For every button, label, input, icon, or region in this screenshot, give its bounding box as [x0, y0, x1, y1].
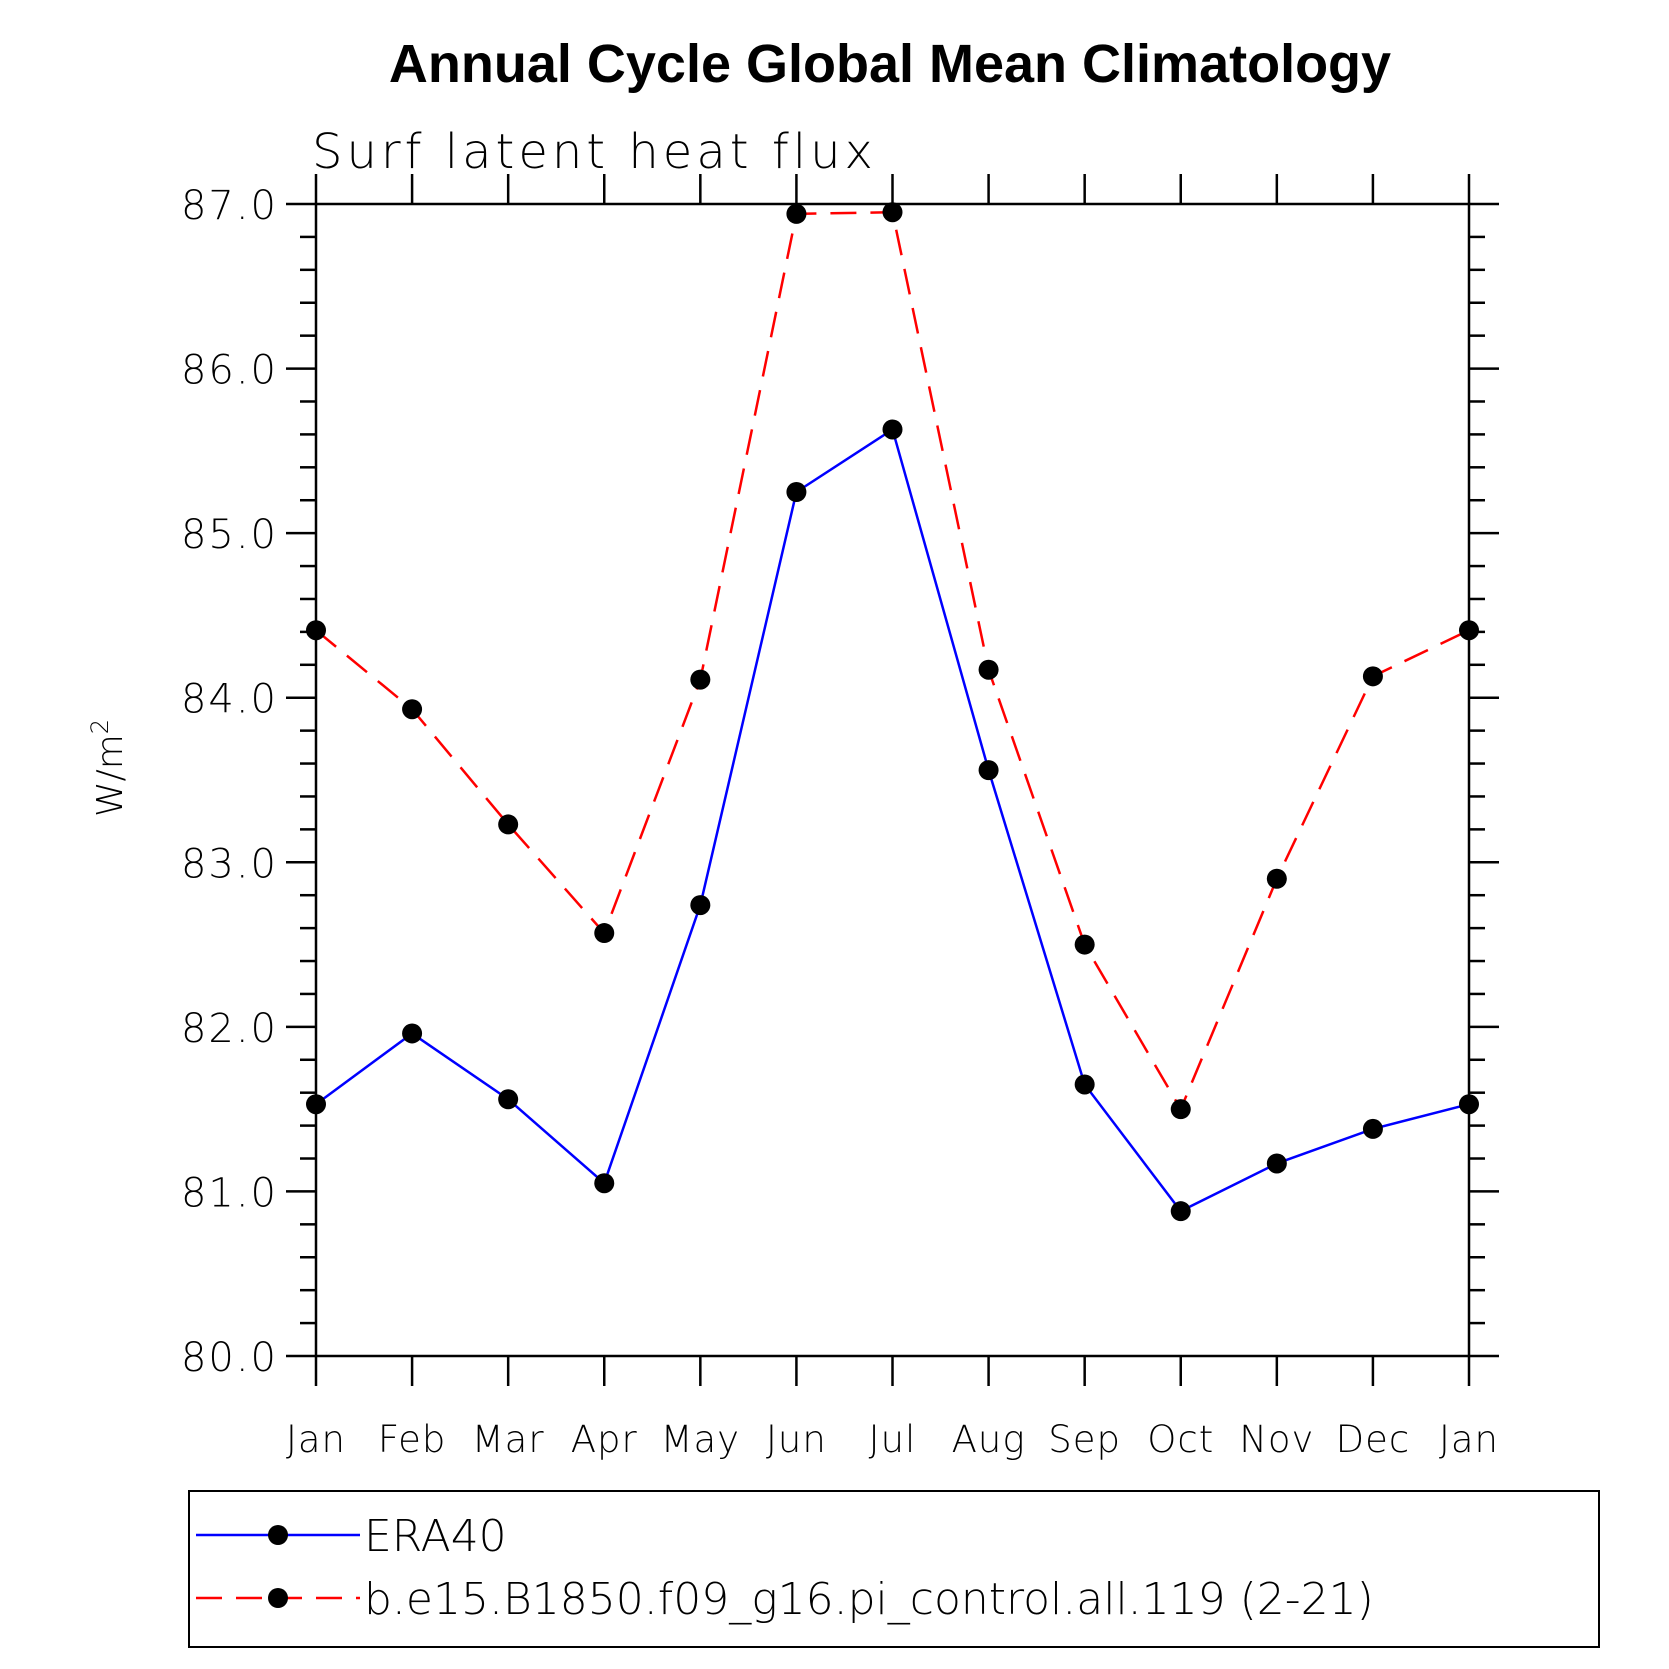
legend-era40-label: ERA40 — [364, 1511, 507, 1562]
series-line-era40 — [315, 427, 1470, 1213]
x-tick-label: Jan — [286, 1418, 346, 1461]
series-point-era40 — [1170, 1201, 1191, 1222]
series-point-model — [498, 814, 519, 835]
series-point-model — [786, 203, 807, 224]
chart-title: Annual Cycle Global Mean Climatology — [389, 34, 1391, 94]
series-point-era40 — [1266, 1153, 1287, 1174]
series-point-model — [594, 923, 615, 944]
x-tick-label: Feb — [378, 1418, 447, 1461]
series-point-era40 — [978, 760, 999, 781]
x-tick-label: Sep — [1048, 1418, 1121, 1461]
series-point-model — [1459, 620, 1479, 641]
series-point-era40 — [786, 482, 807, 502]
x-tick-label: Apr — [571, 1418, 638, 1461]
x-tick-label: Jan — [1439, 1418, 1499, 1461]
y-tick-label: 85.0 — [181, 512, 278, 558]
x-tick-label: May — [661, 1418, 741, 1461]
legend-model-marker — [268, 1588, 288, 1608]
y-tick-label: 86.0 — [181, 348, 278, 394]
series-point-model — [690, 669, 711, 690]
series-point-model — [1074, 934, 1095, 955]
series-point-model — [306, 620, 326, 641]
series-point-model — [1170, 1099, 1191, 1120]
legend-model-label: b.e15.B1850.f09_g16.pi_control.all.119 (… — [364, 1574, 1374, 1625]
y-tick-label: 82.0 — [181, 1006, 278, 1052]
x-tick-label: Dec — [1336, 1418, 1411, 1461]
y-tick-label: 80.0 — [181, 1335, 278, 1381]
y-tick-label: 81.0 — [181, 1170, 278, 1216]
y-tick-label: 87.0 — [181, 183, 278, 229]
series-point-model — [1362, 666, 1383, 687]
series-point-era40 — [402, 1023, 423, 1044]
y-tick-label: 83.0 — [181, 841, 278, 887]
x-tick-label: Jun — [766, 1418, 827, 1461]
series-point-era40 — [1362, 1118, 1383, 1139]
series-point-model — [882, 202, 903, 223]
y-tick-label: 84.0 — [181, 677, 278, 723]
series-point-era40 — [1459, 1094, 1479, 1115]
series-point-era40 — [690, 895, 711, 916]
legend-era40-marker — [268, 1525, 288, 1545]
x-tick-label: Jul — [869, 1418, 917, 1461]
series-line-model — [315, 210, 1470, 1112]
plot-frame — [314, 202, 1471, 1358]
y-axis-label: W/m2 — [86, 719, 131, 817]
x-tick-label: Oct — [1147, 1418, 1214, 1461]
series-point-model — [1266, 868, 1287, 889]
chart-subtitle: Surf latent heat flux — [312, 124, 877, 180]
x-tick-label: Nov — [1239, 1418, 1314, 1461]
series-point-era40 — [1074, 1074, 1095, 1095]
series-point-model — [402, 699, 423, 720]
legend-box — [188, 1490, 1600, 1648]
series-point-era40 — [306, 1094, 326, 1115]
legend: ERA40 b.e15.B1850.f09_g16.pi_control.all… — [188, 1490, 1600, 1648]
series-point-era40 — [498, 1089, 519, 1110]
series-point-era40 — [594, 1173, 615, 1194]
series-point-model — [978, 659, 999, 680]
x-tick-label: Aug — [952, 1418, 1026, 1461]
x-tick-label: Mar — [472, 1418, 545, 1461]
series-point-era40 — [882, 419, 903, 440]
